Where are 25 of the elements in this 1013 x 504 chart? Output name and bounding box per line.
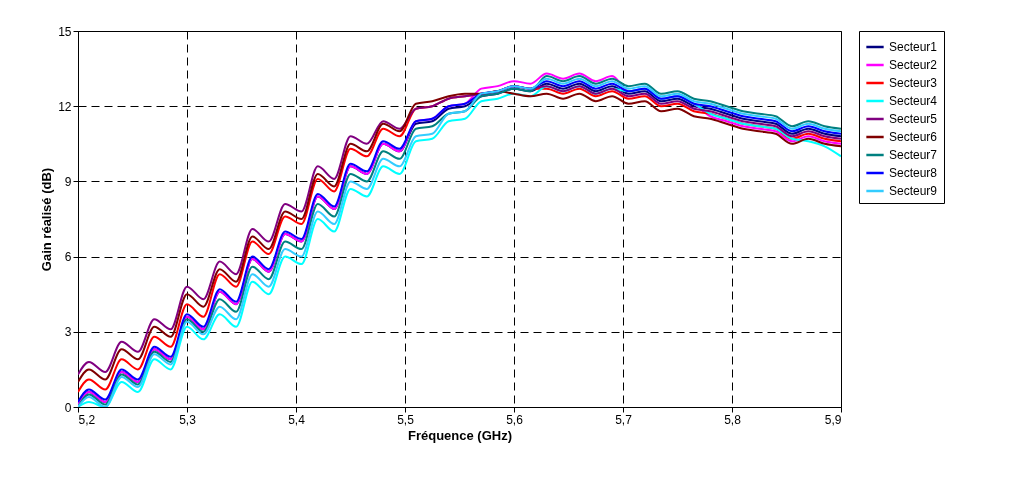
y-tick-label: 3 xyxy=(64,325,72,340)
x-axis-title: Fréquence (GHz) xyxy=(407,427,513,443)
x-tick-label: 5,3 xyxy=(179,412,197,427)
legend-label: Secteur3 xyxy=(889,76,938,90)
y-axis-title: Gain réalisé (dB) xyxy=(39,167,55,272)
x-tick-label: 5,4 xyxy=(288,412,306,427)
legend-label: Secteur5 xyxy=(889,112,938,126)
x-tick-label: 5,5 xyxy=(397,412,415,427)
legend-label: Secteur7 xyxy=(889,148,938,162)
legend-label: Secteur9 xyxy=(889,184,938,198)
x-tick-label: 5,2 xyxy=(78,412,96,427)
y-tick-label: 12 xyxy=(58,99,72,114)
x-tick-label: 5,9 xyxy=(824,412,842,427)
legend-label: Secteur2 xyxy=(889,58,938,72)
legend-label: Secteur8 xyxy=(889,166,938,180)
y-tick-label: 6 xyxy=(64,250,72,265)
legend-label: Secteur6 xyxy=(889,130,938,144)
legend-label: Secteur1 xyxy=(889,40,938,54)
x-tick-label: 5,7 xyxy=(615,412,633,427)
x-tick-label: 5,8 xyxy=(724,412,742,427)
y-tick-label: 9 xyxy=(64,174,72,189)
y-tick-label: 15 xyxy=(58,24,72,39)
x-tick-label: 5,6 xyxy=(506,412,524,427)
y-tick-label: 0 xyxy=(64,400,72,415)
legend-label: Secteur4 xyxy=(889,94,938,108)
